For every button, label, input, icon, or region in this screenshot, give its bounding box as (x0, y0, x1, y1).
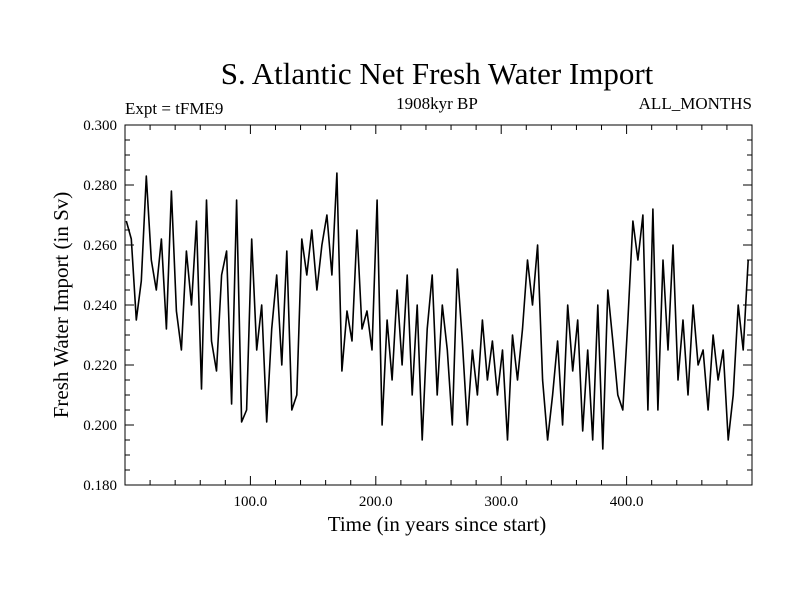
period-label: 1908kyr BP (396, 94, 478, 113)
y-axis-label: Fresh Water Import (in Sv) (49, 192, 73, 419)
y-tick-label: 0.220 (83, 358, 117, 374)
y-tick-label: 0.300 (83, 118, 117, 134)
months-label: ALL_MONTHS (639, 94, 752, 113)
y-tick-label: 0.180 (83, 478, 117, 494)
y-tick-label: 0.280 (83, 178, 117, 194)
experiment-label: Expt = tFME9 (125, 99, 223, 118)
chart-title: S. Atlantic Net Fresh Water Import (221, 56, 654, 91)
y-tick-label: 0.260 (83, 238, 117, 254)
x-tick-label: 300.0 (484, 494, 518, 510)
series-layer (125, 172, 749, 450)
plot-frame (124, 124, 753, 486)
x-tick-label: 400.0 (610, 494, 644, 510)
y-tick-label: 0.240 (83, 298, 117, 314)
series-line (125, 172, 749, 450)
y-tick-label: 0.200 (83, 418, 117, 434)
x-tick-label: 200.0 (359, 494, 393, 510)
axes: 100.0 200.0 300.0 400.0 0.180 0.200 0.220 0.240… (83, 118, 752, 510)
x-axis-label: Time (in years since start) (328, 512, 547, 536)
x-tick-label: 100.0 (234, 494, 268, 510)
